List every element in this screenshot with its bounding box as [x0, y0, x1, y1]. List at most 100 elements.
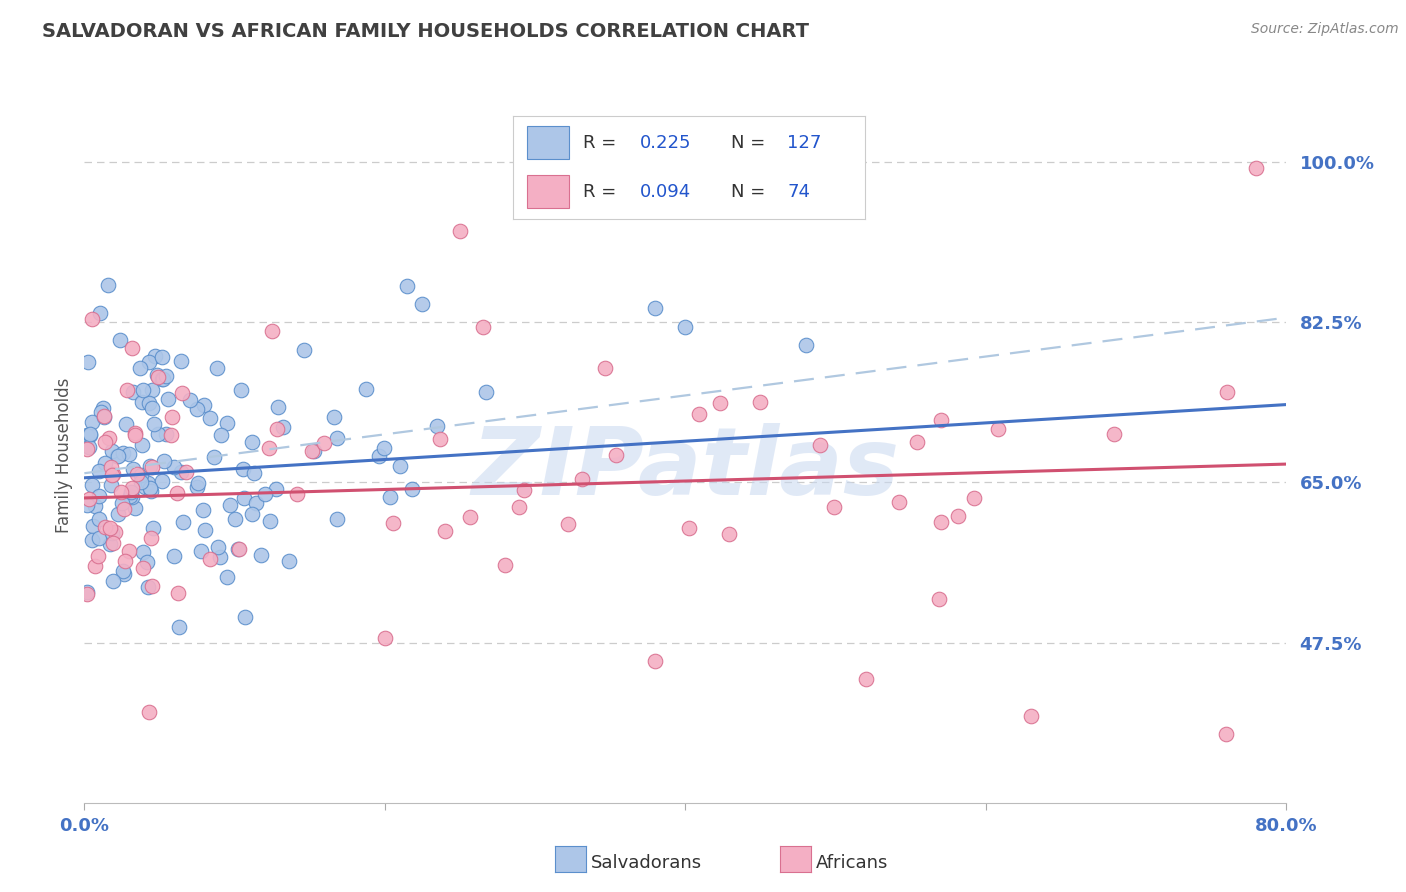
Point: [94, 456, 117, 470]
Text: ZIPatlas: ZIPatlas: [471, 423, 900, 515]
Point: [198, 410, 221, 425]
Text: R =: R =: [583, 134, 617, 152]
Point: [124, 501, 146, 516]
Point: [513, 483, 536, 497]
Point: [232, 461, 254, 475]
Point: [76, 586, 98, 600]
Point: [141, 459, 163, 474]
Point: [121, 490, 143, 504]
Point: [194, 523, 217, 537]
Point: [929, 413, 952, 427]
Point: [215, 417, 238, 431]
Point: [170, 465, 193, 479]
Point: [142, 521, 165, 535]
Point: [107, 507, 129, 521]
Point: [160, 427, 183, 442]
Point: [155, 427, 177, 442]
Point: [155, 368, 177, 383]
Point: [94, 435, 117, 450]
Point: [458, 509, 481, 524]
Point: [98, 432, 121, 446]
Point: [138, 355, 160, 369]
Point: [77, 440, 100, 454]
Point: [150, 372, 173, 386]
Point: [240, 507, 263, 521]
Point: [193, 398, 215, 412]
Point: [135, 555, 157, 569]
Point: [166, 486, 188, 500]
Text: R =: R =: [583, 183, 617, 201]
Point: [271, 419, 294, 434]
Point: [107, 449, 129, 463]
Point: [354, 382, 377, 396]
Point: [928, 592, 950, 607]
Point: [153, 454, 176, 468]
Point: [125, 467, 148, 481]
Point: [794, 338, 817, 352]
Point: [143, 417, 166, 432]
Point: [143, 349, 166, 363]
Point: [160, 409, 183, 424]
Point: [139, 483, 162, 498]
Point: [124, 428, 146, 442]
Point: [429, 433, 451, 447]
Point: [207, 361, 229, 376]
Point: [257, 441, 280, 455]
Point: [101, 467, 124, 482]
Point: [101, 467, 124, 482]
Point: [388, 459, 411, 474]
Point: [373, 441, 395, 455]
Point: [150, 474, 173, 488]
Point: [138, 396, 160, 410]
Point: [90, 404, 112, 418]
Point: [224, 512, 246, 526]
Point: [325, 512, 347, 526]
Point: [80, 415, 103, 429]
Point: [132, 545, 155, 559]
Point: [82, 311, 104, 326]
Point: [929, 515, 952, 529]
Point: [139, 481, 162, 495]
Point: [401, 483, 423, 497]
Point: [101, 574, 124, 588]
Point: [121, 481, 143, 495]
Point: [122, 462, 145, 476]
Point: [267, 400, 290, 414]
Point: [172, 515, 194, 529]
Point: [678, 521, 700, 535]
Point: [277, 554, 299, 568]
Point: [150, 351, 173, 365]
Point: [112, 446, 135, 460]
Point: [111, 495, 134, 509]
Point: [312, 435, 335, 450]
Text: 0.094: 0.094: [640, 183, 690, 201]
Point: [266, 422, 288, 436]
Point: [132, 561, 155, 575]
Point: [855, 672, 877, 686]
Point: [163, 549, 186, 563]
Point: [139, 458, 162, 473]
Point: [82, 533, 104, 547]
Point: [89, 490, 111, 504]
Point: [132, 383, 155, 397]
Point: [93, 409, 115, 424]
Point: [167, 620, 190, 634]
Point: [245, 496, 267, 510]
Text: 74: 74: [787, 183, 810, 201]
Point: [202, 450, 225, 464]
Point: [122, 384, 145, 399]
Point: [905, 434, 928, 449]
Point: [191, 503, 214, 517]
Point: [475, 384, 498, 399]
Point: [208, 550, 231, 565]
Point: [77, 491, 100, 506]
Point: [141, 401, 163, 415]
Point: [79, 427, 101, 442]
Point: [82, 519, 104, 533]
Point: [249, 548, 271, 562]
Point: [104, 525, 127, 540]
Point: [117, 383, 139, 397]
Point: [93, 409, 115, 424]
Point: [378, 490, 401, 504]
Point: [112, 567, 135, 582]
